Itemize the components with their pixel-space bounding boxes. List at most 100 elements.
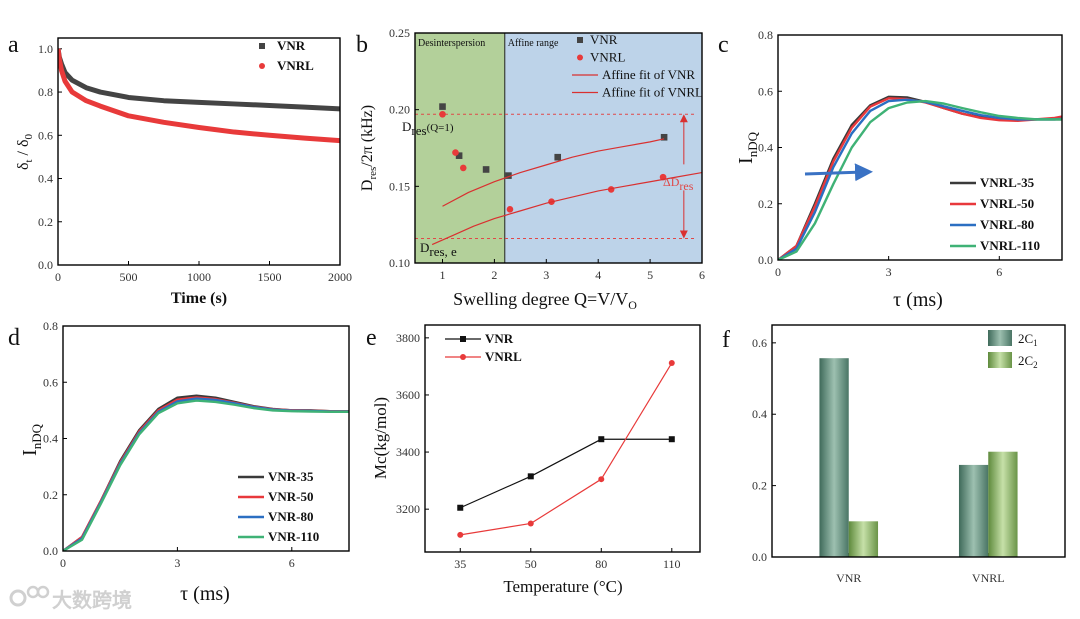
plot-area xyxy=(457,359,675,538)
y-tick-label: 0.10 xyxy=(389,256,410,270)
x-tick-label: 3 xyxy=(886,265,892,279)
y-tick-label: 0.8 xyxy=(38,85,53,99)
data-point-VNRL xyxy=(668,359,675,366)
legend-item: VNRL-80 xyxy=(950,217,1034,232)
data-point-VNRL xyxy=(506,206,514,213)
x-tick-label: 50 xyxy=(525,557,537,571)
legend-label: Affine fit of VNR xyxy=(602,67,695,82)
data-point-VNR xyxy=(457,504,464,511)
legend-item: VNR xyxy=(577,32,618,47)
e-ylabel: Mc(kg/mol) xyxy=(371,397,390,479)
legend-label: VNRL xyxy=(485,349,522,364)
legend-item: Affine fit of VNRL xyxy=(572,85,703,100)
x-tick-label: 2 xyxy=(491,268,497,282)
data-point-VNR xyxy=(598,436,605,443)
data-point-VNR xyxy=(439,103,446,110)
data-point-VNR xyxy=(668,436,675,443)
x-tick-label: 0 xyxy=(775,265,781,279)
x-tick-label: VNRL xyxy=(972,571,1005,585)
legend-item: 2C2 xyxy=(988,352,1038,370)
legend-marker xyxy=(460,354,466,360)
legend-label: VNRL xyxy=(277,58,314,73)
y-tick-label: 3800 xyxy=(396,331,420,345)
y-tick-label: 0.2 xyxy=(752,479,767,493)
e-xlabel: Temperature (°C) xyxy=(503,577,622,596)
x-tick-label: 2000 xyxy=(328,270,352,284)
plot-area xyxy=(58,48,340,144)
data-point-VNR xyxy=(482,166,490,173)
series-line-VNRL xyxy=(58,48,340,144)
legend-item: VNR-50 xyxy=(238,489,314,504)
legend: VNR VNRL xyxy=(445,331,522,364)
plot-frame xyxy=(777,34,1063,261)
data-point-VNRL xyxy=(439,110,446,118)
region-0 xyxy=(415,33,505,263)
legend-item: Affine fit of VNR xyxy=(572,67,695,82)
legend-item: VNRL xyxy=(577,50,625,65)
data-point-VNR xyxy=(505,172,512,179)
y-tick-label: 0.4 xyxy=(752,407,767,421)
series-line-VNRL xyxy=(460,362,673,536)
legend-label: Affine fit of VNRL xyxy=(602,85,703,100)
bar-2C1-VNRL xyxy=(958,464,989,557)
legend-label: VNR-110 xyxy=(268,529,319,544)
y-tick-label: 0.4 xyxy=(38,172,53,186)
y-tick-label: 0.0 xyxy=(38,258,53,272)
plot-frame xyxy=(57,37,341,266)
legend-label: 2C1 xyxy=(1018,331,1038,348)
y-tick-label: 0.0 xyxy=(752,550,767,564)
y-tick-label: 0.0 xyxy=(43,544,58,558)
legend-label: VNRL-35 xyxy=(980,175,1035,190)
b-xlabel: Swelling degree Q=V/VO xyxy=(453,289,637,312)
panel-a: 0.00.20.40.60.81.00 500 1000 1500 2000VNRVNR… xyxy=(38,37,352,284)
y-tick-label: 0.4 xyxy=(758,141,773,155)
legend-label: 2C2 xyxy=(1018,353,1038,370)
panel-letter-a: a xyxy=(8,32,19,58)
data-point-VNR xyxy=(455,152,463,159)
plot-frame xyxy=(414,32,703,264)
charts: 0.00.20.40.60.81.00 500 1000 1500 2000VNRVNR… xyxy=(38,26,1066,585)
x-tick-label: 6 xyxy=(996,265,1002,279)
plot-frame xyxy=(62,325,350,552)
region-label: Affine range xyxy=(508,38,559,49)
legend-item: VNR xyxy=(259,38,306,53)
legend-item: VNR xyxy=(445,331,514,346)
legend-marker xyxy=(259,63,265,69)
x-tick-label: 35 xyxy=(454,557,466,571)
legend-item: VNRL xyxy=(445,349,522,364)
legend-item: VNRL xyxy=(259,58,314,73)
y-tick-label: 0.8 xyxy=(758,28,773,42)
series-line-VNRL-110 xyxy=(778,99,1062,260)
y-tick-label: 3600 xyxy=(396,388,420,402)
y-tick-label: 1.0 xyxy=(38,42,53,56)
c-trend-arrow-icon xyxy=(804,163,873,182)
panel-letter-b: b xyxy=(356,32,368,58)
legend-marker xyxy=(460,336,466,342)
x-tick-label: 3 xyxy=(174,556,180,570)
legend-label: VNR xyxy=(590,32,618,47)
data-point-VNR xyxy=(527,473,534,480)
panel-letter-c: c xyxy=(718,32,729,58)
plot-area xyxy=(431,103,702,246)
legend-marker xyxy=(259,43,265,49)
legend-label: VNR xyxy=(277,38,306,53)
series-line-Affine fit of VNR xyxy=(442,138,665,207)
legend-label: VNRL xyxy=(590,50,625,65)
y-tick-label: 0.6 xyxy=(43,375,58,389)
series-line-Affine fit of VNRL xyxy=(431,171,702,246)
legend-item: VNRL-35 xyxy=(950,175,1035,190)
plot-frame xyxy=(771,324,1066,558)
bar-2C2-VNR xyxy=(848,521,879,557)
y-tick-label: 3400 xyxy=(396,445,420,459)
watermark-logo: 大数跨境 xyxy=(9,585,132,612)
legend-label: VNR-35 xyxy=(268,469,314,484)
legend-item: VNR-35 xyxy=(238,469,314,484)
legend-label: VNRL-80 xyxy=(980,217,1034,232)
c-ylabel: InDQ xyxy=(735,131,760,164)
plot-area xyxy=(819,358,1018,557)
y-tick-label: 0.25 xyxy=(389,26,410,40)
b-annotation-dres-e: Dres, e xyxy=(420,240,457,259)
x-tick-label: 500 xyxy=(120,270,138,284)
y-tick-label: 0.6 xyxy=(38,128,53,142)
